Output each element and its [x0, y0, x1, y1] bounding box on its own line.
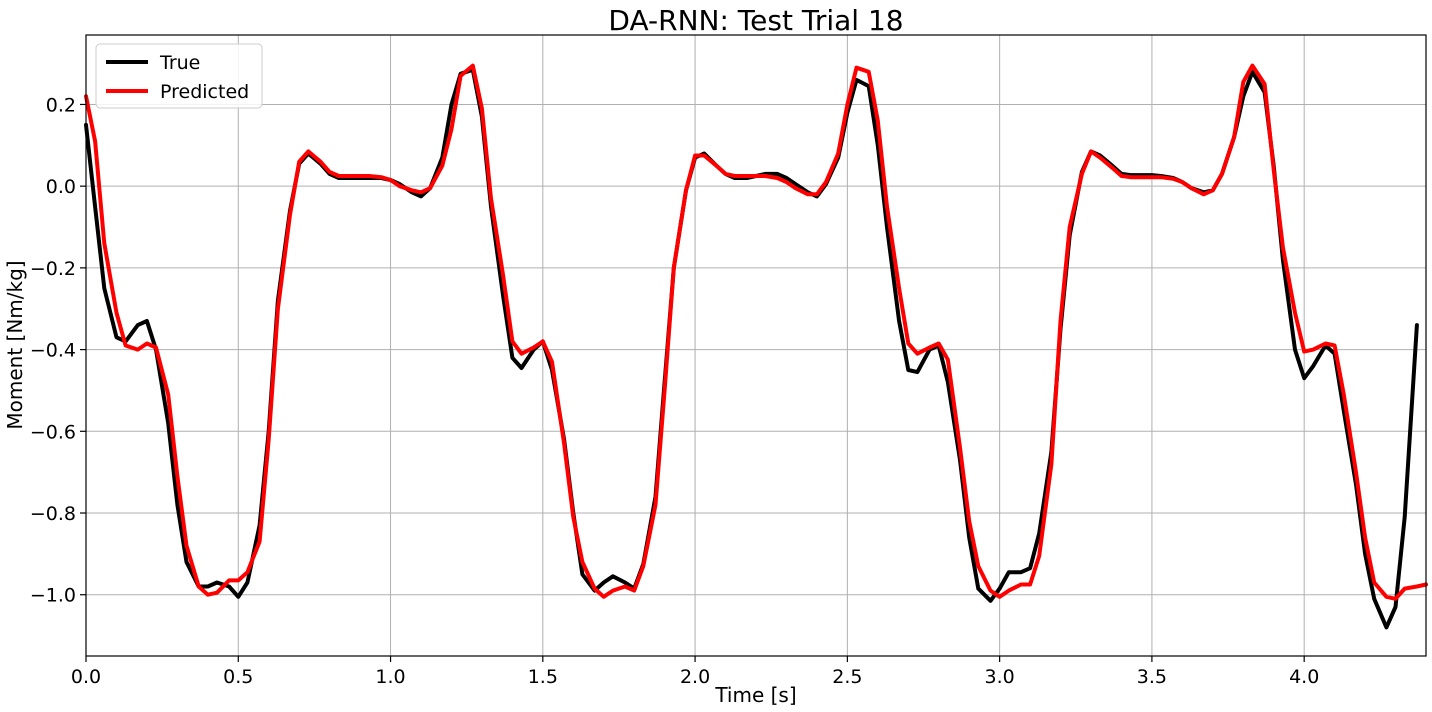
- grid: [85, 35, 1426, 656]
- x-tick-label: 3.0: [985, 666, 1015, 688]
- y-tick-label: 0.0: [46, 176, 76, 198]
- y-tick-label: −0.2: [30, 258, 76, 280]
- y-tick-label: −1.0: [30, 585, 76, 607]
- x-tick-label: 4.0: [1289, 666, 1319, 688]
- series-line-predicted: [84, 63, 1428, 601]
- legend: True Predicted: [95, 43, 263, 109]
- x-tick-label: 2.0: [680, 666, 710, 688]
- plot-frame: [85, 34, 1427, 657]
- y-tick-label: −0.8: [30, 503, 76, 525]
- y-tick-label: −0.6: [30, 421, 76, 443]
- series-lines: [84, 63, 1428, 630]
- x-tick-label: 0.5: [223, 666, 253, 688]
- x-axis-ticks: 0.0 0.5 1.0 1.5 2.0 2.5 3.0 3.5 4.0: [71, 656, 1319, 688]
- legend-label-true: True: [159, 52, 200, 74]
- legend-label-predicted: Predicted: [160, 81, 249, 103]
- chart-title: DA-RNN: Test Trial 18: [608, 4, 903, 37]
- y-tick-label: −0.4: [30, 340, 76, 362]
- y-axis-ticks: 0.2 0.0 −0.2 −0.4 −0.6 −0.8 −1.0: [30, 94, 86, 607]
- y-axis-label: Moment [Nm/kg]: [3, 260, 27, 429]
- x-tick-label: 1.5: [528, 666, 558, 688]
- x-axis-label: Time [s]: [714, 683, 796, 707]
- x-tick-label: 2.5: [832, 666, 862, 688]
- y-tick-label: 0.2: [46, 94, 76, 116]
- x-tick-label: 1.0: [375, 666, 405, 688]
- x-tick-label: 0.0: [71, 666, 101, 688]
- x-tick-label: 3.5: [1137, 666, 1167, 688]
